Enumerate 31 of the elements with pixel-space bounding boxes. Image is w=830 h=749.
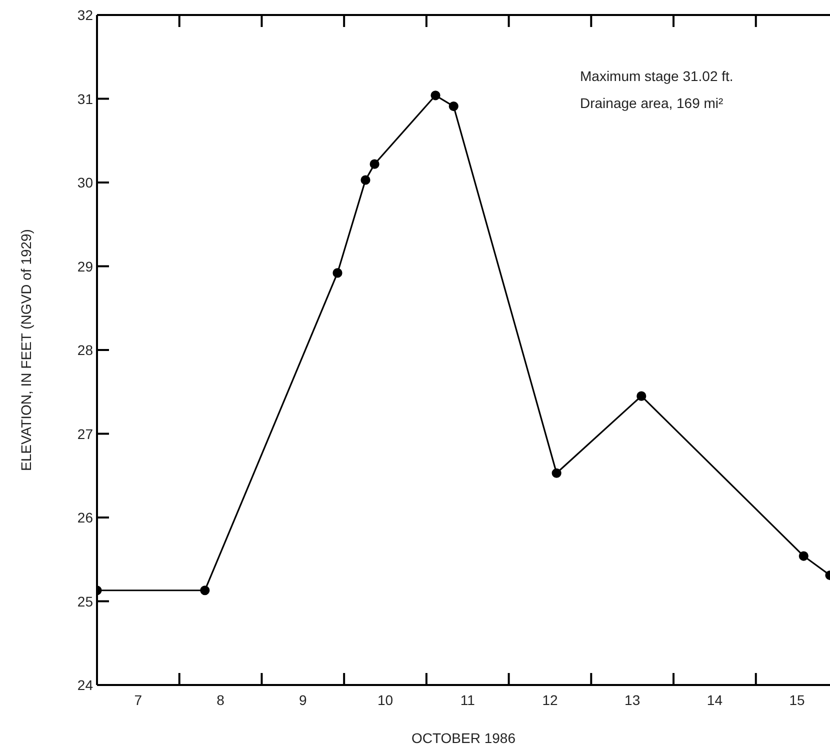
y-tick-label: 29 xyxy=(77,258,94,274)
y-tick-label: 24 xyxy=(77,677,94,693)
point xyxy=(448,101,458,112)
point xyxy=(636,391,646,401)
point xyxy=(798,551,808,561)
x-tick-label: 10 xyxy=(377,692,394,708)
x-axis-title: OCTOBER 1986 xyxy=(411,730,516,746)
x-tick-label: 8 xyxy=(216,692,225,708)
y-tick-label: 30 xyxy=(77,174,94,190)
y-tick-label: 27 xyxy=(77,426,94,442)
point xyxy=(552,468,562,478)
y-tick-label: 25 xyxy=(77,593,94,610)
point xyxy=(430,90,440,100)
point xyxy=(360,175,370,185)
y-tick-label: 32 xyxy=(77,7,94,23)
x-tick-label: 14 xyxy=(706,692,723,708)
x-tick-label: 9 xyxy=(299,692,307,708)
point xyxy=(200,586,210,596)
y-tick-label: 26 xyxy=(77,510,94,526)
point xyxy=(370,159,380,169)
x-tick-label: 11 xyxy=(460,692,476,708)
annotation: Drainage area, 169 mi² xyxy=(580,95,724,111)
annotation: Maximum stage 31.02 ft. xyxy=(580,68,734,84)
point xyxy=(332,268,342,278)
x-tick-label: 13 xyxy=(624,692,640,708)
x-tick-label: 15 xyxy=(789,692,806,708)
y-tick-label: 31 xyxy=(77,90,94,107)
x-tick-label: 12 xyxy=(542,692,558,708)
y-axis-title: ELEVATION, IN FEET (NGVD of 1929) xyxy=(18,229,34,471)
y-tick-label: 28 xyxy=(77,342,94,358)
x-tick-label: 7 xyxy=(134,692,142,708)
